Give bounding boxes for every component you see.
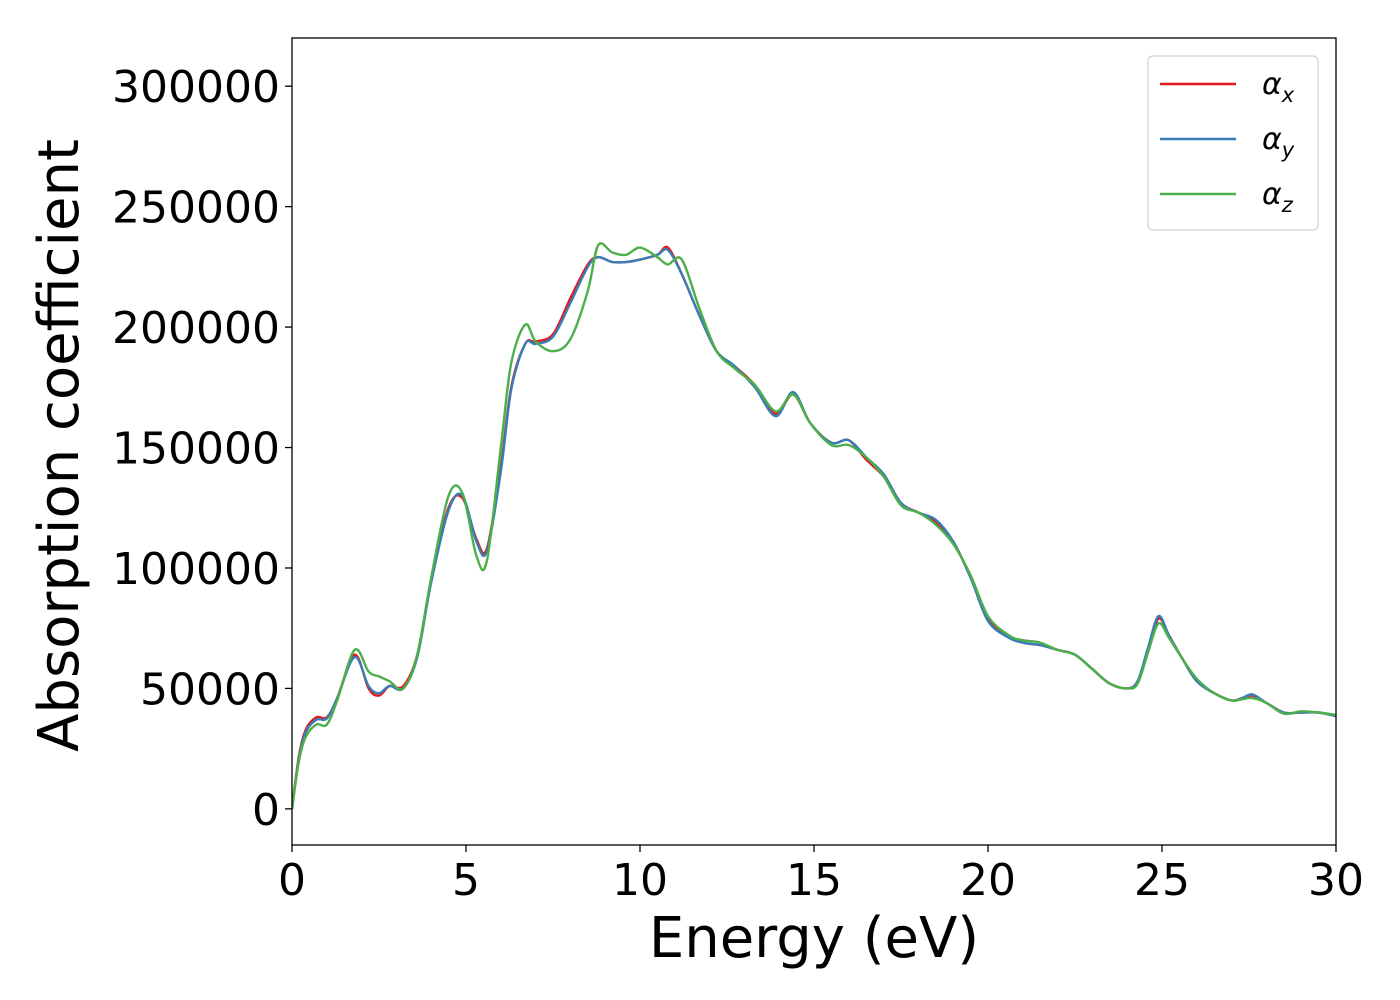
legend-label-alpha-z: αz bbox=[1262, 177, 1294, 217]
y-tick-label: 150000 bbox=[112, 424, 280, 475]
x-axis-ticks: 0 5 10 15 20 25 30 bbox=[278, 845, 1364, 906]
x-tick-label: 5 bbox=[452, 855, 480, 906]
y-tick-label: 200000 bbox=[112, 303, 280, 354]
y-tick-label: 300000 bbox=[112, 62, 280, 113]
series-line-alpha-y bbox=[292, 247, 1336, 810]
y-tick-label: 50000 bbox=[140, 664, 280, 715]
y-axis-ticks: 0 50000 100000 150000 200000 250000 300000 bbox=[112, 62, 292, 836]
legend-box bbox=[1147, 55, 1319, 231]
x-tick-label: 30 bbox=[1308, 855, 1364, 906]
legend: αx αy αz bbox=[1147, 55, 1319, 231]
series-line-alpha-x bbox=[292, 245, 1336, 810]
x-axis-title: Energy (eV) bbox=[649, 906, 979, 971]
x-tick-label: 0 bbox=[278, 855, 306, 906]
y-tick-label: 250000 bbox=[112, 183, 280, 234]
series-lines bbox=[292, 242, 1336, 810]
y-tick-label: 100000 bbox=[112, 544, 280, 595]
x-tick-label: 25 bbox=[1134, 855, 1190, 906]
legend-label-alpha-y: αy bbox=[1262, 122, 1295, 162]
x-tick-label: 15 bbox=[786, 855, 842, 906]
legend-label-alpha-x: αx bbox=[1262, 67, 1295, 107]
y-axis-title: Absorption coefficient bbox=[27, 139, 92, 752]
x-tick-label: 10 bbox=[612, 855, 668, 906]
x-tick-label: 20 bbox=[960, 855, 1016, 906]
series-line-alpha-z bbox=[292, 242, 1336, 810]
y-tick-label: 0 bbox=[252, 785, 280, 836]
